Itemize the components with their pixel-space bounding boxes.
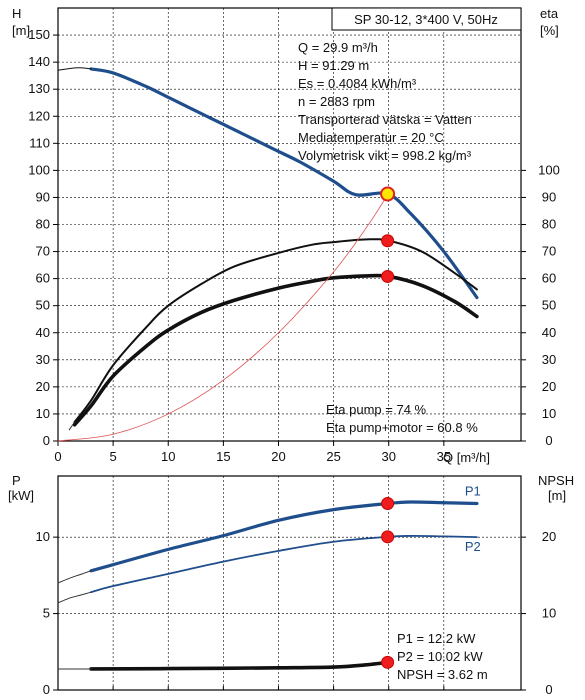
left-tick-label: 130 [28, 81, 50, 96]
left-tick-label: 80 [36, 217, 50, 232]
operating-point-npsh [381, 655, 395, 669]
info-line: n = 2883 rpm [298, 94, 375, 109]
left-tick-label-bottom: 0 [43, 682, 50, 697]
operating-point-eta-pump [381, 234, 395, 248]
bottom-left-axis-label: P [12, 473, 21, 488]
left-tick-label: 140 [28, 54, 50, 69]
left-tick-label: 120 [28, 108, 50, 123]
right-tick-label: 80 [542, 217, 556, 232]
x-tick-label: 25 [326, 449, 340, 464]
title-box [331, 7, 522, 31]
right-tick-label: 40 [542, 325, 556, 340]
bottom-left-axis-unit: [kW] [8, 488, 34, 503]
chart-title: SP 30-12, 3*400 V, 50Hz [354, 12, 498, 27]
left-tick-label: 10 [36, 406, 50, 421]
series-h-extension [57, 67, 92, 71]
series-npsh [89, 660, 390, 671]
operating-point-p1 [381, 497, 395, 511]
info-line: H = 91.29 m [298, 58, 369, 73]
left-tick-label: 0 [43, 433, 50, 448]
operating-point-eta-total [381, 269, 395, 283]
x-tick-label: 30 [381, 449, 395, 464]
left-tick-label: 110 [29, 135, 50, 150]
left-tick-label: 50 [36, 298, 50, 313]
left-tick-label: 90 [36, 189, 50, 204]
left-tick-label: 20 [36, 379, 50, 394]
series-eta-pump [73, 238, 478, 424]
right-tick-label: 50 [542, 298, 556, 313]
right-tick-label: 100 [538, 162, 560, 177]
series-system-curve [57, 194, 389, 442]
right-tick-label: 0 [545, 433, 552, 448]
eta-stub [68, 421, 75, 431]
x-tick-label: 0 [54, 449, 61, 464]
right-tick-label: 30 [542, 352, 556, 367]
right-tick-label-bottom: 20 [542, 529, 556, 544]
x-tick-label: 10 [161, 449, 175, 464]
left-tick-label: 40 [36, 325, 50, 340]
series-p1 [89, 500, 479, 573]
left-tick-label: 30 [36, 352, 50, 367]
operating-point-h [380, 186, 396, 202]
right-tick-label-bottom: 10 [542, 606, 556, 621]
right-tick-label-bottom: 0 [545, 682, 552, 697]
info-line: Es = 0.4084 kWh/m³ [298, 76, 417, 91]
series-label-p1: P1 [465, 484, 481, 499]
right-axis-unit: [%] [540, 23, 559, 38]
bottom-info-line: P2 = 10.02 kW [397, 649, 483, 664]
bottom-right-axis-label: NPSH [538, 473, 574, 488]
left-tick-label-bottom: 5 [43, 606, 50, 621]
series-label-p2: P2 [465, 539, 481, 554]
left-axis-unit: [m] [12, 23, 30, 38]
eta-line: Eta pump+motor = 60.8 % [326, 420, 478, 435]
info-line: Volymetrisk vikt = 998.2 kg/m³ [298, 148, 472, 163]
left-tick-label: 100 [28, 162, 50, 177]
right-axis-label: eta [540, 6, 559, 21]
left-tick-label: 70 [36, 244, 50, 259]
bottom-info-line: NPSH = 3.62 m [397, 667, 488, 682]
info-line: Transporterad vätska = Vatten [298, 112, 472, 127]
series-p2 [90, 535, 478, 594]
x-tick-label: 35 [437, 449, 451, 464]
series-eta-pump-motor [72, 273, 479, 427]
right-tick-label: 20 [542, 379, 556, 394]
operating-point-p2 [381, 530, 395, 544]
series-h [89, 67, 479, 300]
left-axis-label: H [12, 6, 21, 21]
series-p2-extension [57, 591, 92, 604]
right-tick-label: 70 [542, 244, 556, 259]
left-tick-label: 60 [36, 271, 50, 286]
left-tick-label-bottom: 10 [36, 529, 50, 544]
bottom-info-line: P1 = 12.2 kW [397, 631, 476, 646]
x-tick-label: 15 [216, 449, 230, 464]
series-p1-extension [57, 570, 92, 584]
info-line: Q = 29.9 m³/h [298, 40, 378, 55]
x-axis-label: Q [m³/h] [443, 450, 490, 465]
right-tick-label: 10 [542, 406, 556, 421]
eta-line: Eta pump = 74 % [326, 402, 427, 417]
x-tick-label: 5 [110, 449, 117, 464]
info-line: Mediatemperatur = 20 °C [298, 130, 444, 145]
right-tick-label: 60 [542, 271, 556, 286]
right-tick-label: 90 [542, 189, 556, 204]
left-tick-label: 150 [28, 27, 50, 42]
bottom-right-axis-unit: [m] [548, 488, 566, 503]
x-tick-label: 20 [271, 449, 285, 464]
